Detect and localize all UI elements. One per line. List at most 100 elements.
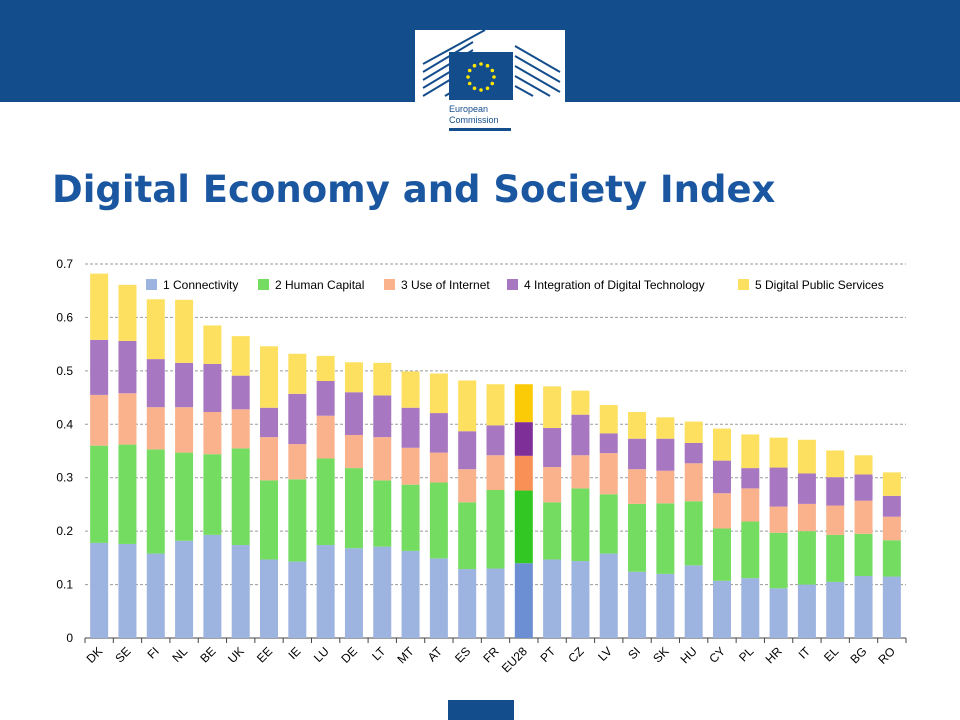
bar-segment-lv-s1 [599,553,618,638]
bar-segment-si-s1 [628,571,647,638]
bar-segment-de-s2 [344,468,363,549]
bar-segment-se-s2 [118,444,137,544]
bar-segment-ee-s3 [260,437,279,481]
x-tick-label-dk: DK [84,644,106,666]
x-tick-label-nl: NL [169,644,190,665]
bar-segment-eu28-s5 [514,384,533,423]
logo-text: European Commission [449,104,499,126]
bar-segment-bg-s1 [854,576,873,638]
bar-segment-si-s3 [628,469,647,504]
x-tick-label-es: ES [452,644,473,665]
bar-segment-bg-s4 [854,474,873,501]
bar-segment-fi-s2 [146,449,165,554]
bar-segment-es-s5 [458,380,477,432]
legend-swatch-5 [738,279,749,290]
bar-segment-nl-s4 [175,362,194,408]
bar-segment-nl-s1 [175,540,194,638]
bar-segment-ro-s4 [882,495,901,517]
bar-segment-eu28-s3 [514,455,533,491]
bar-segment-ro-s1 [882,576,901,638]
bar-segment-uk-s5 [231,336,250,376]
y-tick-label: 0.5 [56,364,73,378]
bar-segment-mt-s2 [401,484,420,551]
bar-segment-de-s5 [344,362,363,393]
bar-segment-lu-s4 [316,381,335,416]
bar-segment-ro-s3 [882,516,901,541]
bar-segment-hr-s5 [769,437,788,468]
bar-segment-hu-s5 [684,421,703,443]
y-tick-label: 0.6 [56,310,73,324]
x-tick-label-hu: HU [678,644,700,666]
bar-segment-it-s2 [797,531,816,585]
bar-segment-hr-s3 [769,506,788,533]
bar-segment-hu-s1 [684,565,703,638]
legend-label-5: 5 Digital Public Services [755,278,884,292]
eu-stars-icon [466,62,496,92]
bar-segment-lv-s5 [599,405,618,434]
bar-segment-ie-s5 [288,353,307,394]
bar-segment-it-s4 [797,473,816,504]
bar-segment-ie-s4 [288,393,307,445]
logo-underline [449,128,511,131]
bar-segment-pt-s5 [543,386,562,429]
bar-segment-cz-s4 [571,414,590,456]
bar-segment-es-s3 [458,469,477,503]
y-tick-label: 0 [66,631,73,645]
bar-segment-pl-s1 [741,578,760,638]
legend-label-4: 4 Integration of Digital Technology [524,278,705,292]
x-tick-label-mt: MT [395,644,418,667]
bar-segment-sk-s3 [656,470,675,504]
bar-segment-hu-s4 [684,442,703,464]
bar-segment-mt-s4 [401,407,420,448]
bar-segment-cy-s3 [712,493,731,529]
bar-segment-lt-s4 [373,395,392,438]
bar-segment-fi-s3 [146,407,165,450]
logo-text-line2: Commission [449,115,499,125]
bar-segment-pt-s4 [543,428,562,468]
bar-segment-it-s1 [797,584,816,638]
x-tick-label-ro: RO [875,644,898,667]
x-tick-label-be: BE [197,644,218,665]
bar-segment-ee-s5 [260,346,279,408]
bar-segment-lt-s5 [373,362,392,396]
bar-segment-de-s3 [344,434,363,469]
y-tick-label: 0.2 [56,524,73,538]
x-tick-label-lt: LT [369,644,389,664]
x-tick-label-pl: PL [736,644,757,665]
bar-segment-fi-s5 [146,299,165,360]
bar-segment-sk-s1 [656,573,675,638]
bar-segment-it-s5 [797,439,816,474]
desi-stacked-bar-chart: 0 0.1 0.2 0.3 0.4 0.5 0.6 0.7 DK SE FI NL BE UK EE IE LU… [56,257,907,675]
bar-segment-pl-s4 [741,468,760,489]
footer-block [448,700,514,720]
bar-segment-hr-s1 [769,588,788,638]
bar-segment-fi-s4 [146,359,165,408]
bar-segment-be-s5 [203,325,222,364]
bar-segment-nl-s2 [175,452,194,541]
bar-segment-at-s3 [429,452,448,483]
bar-segment-bg-s5 [854,455,873,475]
y-tick-label: 0.1 [56,578,73,592]
legend-swatch-2 [258,279,269,290]
x-tick-label-se: SE [112,644,133,665]
bar-segment-at-s5 [429,373,448,414]
bar-segment-es-s2 [458,502,477,570]
bar-segment-ie-s1 [288,561,307,638]
bar-segment-at-s2 [429,482,448,559]
bar-segment-fr-s3 [486,455,505,491]
bar-segment-ee-s1 [260,559,279,638]
x-tick-label-ee: EE [254,644,275,665]
x-tick-label-pt: PT [537,644,558,665]
bar-segment-hr-s2 [769,532,788,589]
bar-segment-si-s5 [628,411,647,439]
bar-segment-at-s1 [429,558,448,638]
bar-segment-sk-s2 [656,503,675,574]
bar-segment-fr-s4 [486,425,505,456]
bar-segment-be-s3 [203,411,222,455]
bar-segment-el-s3 [826,505,845,535]
bar-segment-bg-s3 [854,500,873,534]
bar-segment-pl-s5 [741,434,760,469]
legend-swatch-4 [507,279,518,290]
bar-segment-hu-s2 [684,501,703,566]
y-tick-label: 0.7 [56,257,73,271]
